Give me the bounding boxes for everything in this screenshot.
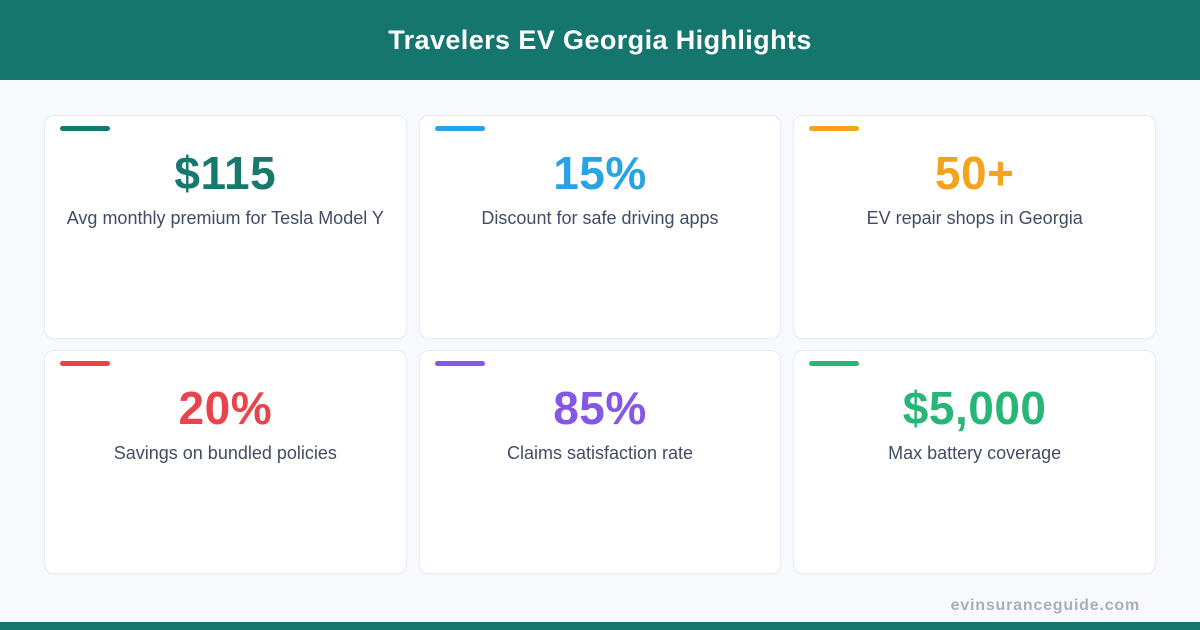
page-title: Travelers EV Georgia Highlights [388,24,812,55]
accent-bar [60,361,110,366]
accent-bar [809,126,860,131]
stat-label: EV repair shops in Georgia [866,208,1083,228]
watermark-url: evinsuranceguide.com [950,597,1140,614]
accent-bar [809,361,860,366]
stat-card-discount: 15% Discount for safe driving apps [418,115,782,339]
stat-label: Max battery coverage [888,443,1062,463]
accent-bar [434,361,485,366]
stat-card-claims-satisfaction: 85% Claims satisfaction rate [418,350,782,574]
stat-value: 20% [178,382,273,434]
stat-label: Savings on bundled policies [113,443,337,463]
stat-label: Claims satisfaction rate [506,443,694,463]
accent-bar [434,126,485,131]
stat-card-bundled-savings: 20% Savings on bundled policies [44,350,407,574]
stat-value: 50+ [934,147,1015,199]
stat-card-premium: $115 Avg monthly premium for Tesla Model… [44,115,407,339]
stat-card-repair-shops: 50+ EV repair shops in Georgia [793,115,1156,339]
bottom-accent-bar [0,622,1200,630]
stat-card-battery-coverage: $5,000 Max battery coverage [793,350,1156,574]
stat-value: $5,000 [902,382,1047,434]
stat-value: $115 [174,147,277,199]
stat-label: Discount for safe driving apps [481,208,719,228]
accent-bar [60,126,110,131]
stat-card-grid: $115 Avg monthly premium for Tesla Model… [0,80,1200,574]
header-banner: Travelers EV Georgia Highlights [0,0,1200,80]
stat-label: Avg monthly premium for Tesla Model Y [66,208,384,228]
stat-value: 85% [553,382,647,434]
stat-value: 15% [553,147,647,199]
